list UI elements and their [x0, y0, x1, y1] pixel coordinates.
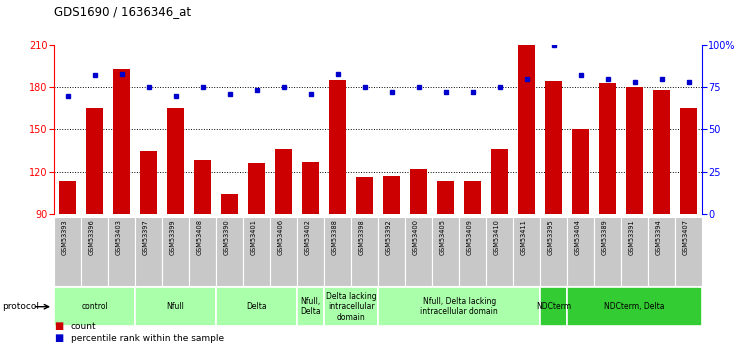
Bar: [54, 287, 135, 326]
Bar: [297, 287, 324, 326]
Text: GSM53397: GSM53397: [143, 219, 149, 255]
Bar: [621, 217, 648, 286]
Bar: [189, 217, 216, 286]
Text: GSM53392: GSM53392: [385, 219, 391, 255]
Bar: [108, 217, 135, 286]
Bar: [540, 287, 567, 326]
Bar: [329, 80, 346, 214]
Bar: [675, 217, 702, 286]
Text: GSM53410: GSM53410: [493, 219, 499, 255]
Bar: [459, 217, 486, 286]
Bar: [379, 287, 540, 326]
Bar: [324, 287, 379, 326]
Bar: [599, 83, 617, 214]
Bar: [572, 129, 590, 214]
Text: GDS1690 / 1636346_at: GDS1690 / 1636346_at: [54, 5, 192, 18]
Text: ■: ■: [54, 321, 63, 331]
Text: NDCterm: NDCterm: [536, 302, 572, 311]
Bar: [383, 176, 400, 214]
Bar: [464, 181, 481, 214]
Bar: [513, 217, 540, 286]
Bar: [275, 149, 292, 214]
Bar: [351, 217, 378, 286]
Bar: [518, 45, 535, 214]
Bar: [437, 181, 454, 214]
Text: GSM53390: GSM53390: [224, 219, 230, 255]
Bar: [162, 217, 189, 286]
Text: Nfull,
Delta: Nfull, Delta: [300, 297, 321, 316]
Text: Nfull, Delta lacking
intracellular domain: Nfull, Delta lacking intracellular domai…: [421, 297, 498, 316]
Text: GSM53402: GSM53402: [305, 219, 311, 255]
Text: GSM53403: GSM53403: [116, 219, 122, 255]
Text: percentile rank within the sample: percentile rank within the sample: [71, 334, 224, 343]
Text: GSM53406: GSM53406: [278, 219, 284, 255]
Bar: [491, 149, 508, 214]
Bar: [59, 181, 77, 214]
Text: protocol: protocol: [2, 302, 39, 311]
Text: GSM53411: GSM53411: [520, 219, 526, 255]
Bar: [248, 163, 265, 214]
Bar: [626, 87, 644, 214]
Text: GSM53400: GSM53400: [412, 219, 418, 255]
Bar: [113, 69, 131, 214]
Bar: [270, 217, 297, 286]
Bar: [135, 217, 162, 286]
Bar: [54, 217, 81, 286]
Bar: [567, 287, 702, 326]
Bar: [653, 90, 671, 214]
Text: ■: ■: [54, 333, 63, 343]
Bar: [194, 160, 211, 214]
Text: GSM53396: GSM53396: [89, 219, 95, 255]
Bar: [648, 217, 675, 286]
Text: GSM53395: GSM53395: [547, 219, 553, 255]
Bar: [432, 217, 459, 286]
Bar: [297, 217, 324, 286]
Bar: [81, 217, 108, 286]
Text: Nfull: Nfull: [167, 302, 185, 311]
Text: GSM53408: GSM53408: [197, 219, 203, 255]
Text: GSM53388: GSM53388: [332, 219, 338, 255]
Bar: [216, 217, 243, 286]
Bar: [680, 108, 698, 214]
Bar: [86, 108, 104, 214]
Text: count: count: [71, 322, 96, 331]
Bar: [356, 177, 373, 214]
Text: GSM53391: GSM53391: [629, 219, 635, 255]
Bar: [405, 217, 432, 286]
Bar: [216, 287, 297, 326]
Text: GSM53409: GSM53409: [466, 219, 472, 255]
Text: NDCterm, Delta: NDCterm, Delta: [605, 302, 665, 311]
Text: control: control: [81, 302, 108, 311]
Bar: [221, 194, 238, 214]
Text: GSM53389: GSM53389: [602, 219, 608, 255]
Text: GSM53404: GSM53404: [575, 219, 581, 255]
Text: GSM53399: GSM53399: [170, 219, 176, 255]
Bar: [594, 217, 621, 286]
Bar: [379, 217, 405, 286]
Text: GSM53401: GSM53401: [251, 219, 257, 255]
Text: GSM53407: GSM53407: [683, 219, 689, 255]
Text: Delta lacking
intracellular
domain: Delta lacking intracellular domain: [326, 292, 376, 322]
Text: GSM53398: GSM53398: [359, 219, 365, 255]
Bar: [324, 217, 351, 286]
Bar: [545, 81, 562, 214]
Bar: [243, 217, 270, 286]
Text: GSM53405: GSM53405: [439, 219, 445, 255]
Bar: [135, 287, 216, 326]
Text: GSM53394: GSM53394: [656, 219, 662, 255]
Bar: [540, 217, 567, 286]
Bar: [140, 150, 158, 214]
Bar: [567, 217, 594, 286]
Bar: [486, 217, 513, 286]
Text: Delta: Delta: [246, 302, 267, 311]
Text: GSM53393: GSM53393: [62, 219, 68, 255]
Bar: [302, 162, 319, 214]
Bar: [410, 169, 427, 214]
Bar: [167, 108, 184, 214]
